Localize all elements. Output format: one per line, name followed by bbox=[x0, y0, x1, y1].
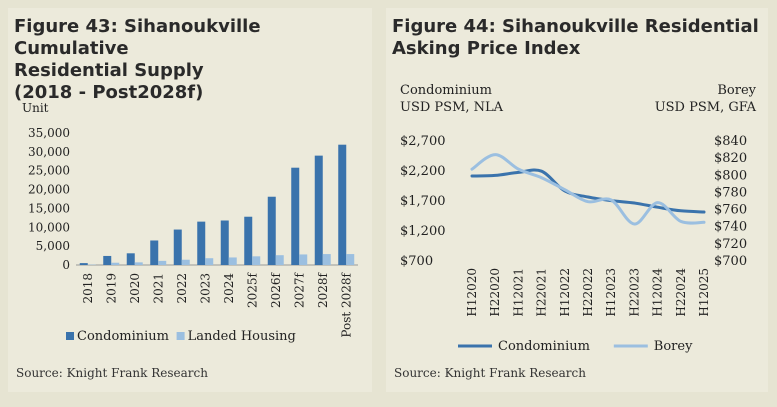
y-right-tick-label: $840 bbox=[714, 134, 747, 149]
bar-condominium bbox=[244, 216, 253, 265]
x-tick-label: H22021 bbox=[535, 268, 549, 317]
bar-condominium bbox=[314, 155, 323, 265]
legend-label: Condominium bbox=[77, 329, 169, 344]
x-tick-label: 2025f bbox=[245, 271, 259, 308]
bar-landed-housing bbox=[111, 262, 120, 265]
bar-condominium bbox=[126, 253, 135, 265]
y-tick-label: 35,000 bbox=[28, 126, 70, 140]
series-line-borey bbox=[470, 153, 706, 226]
bar-condominium bbox=[338, 144, 347, 265]
y-tick-label: 10,000 bbox=[28, 220, 70, 234]
price-chart-panel: Figure 44: Sihanoukville Residential Ask… bbox=[386, 8, 768, 392]
left-axis-unit: USD PSM, NLA bbox=[400, 100, 504, 115]
y-left-tick-label: $1,700 bbox=[400, 194, 446, 209]
y-tick-label: 20,000 bbox=[28, 183, 70, 197]
y-tick-label: 25,000 bbox=[28, 164, 70, 178]
y-left-tick-label: $1,200 bbox=[400, 224, 446, 239]
x-tick-label: 2028f bbox=[316, 271, 330, 308]
x-tick-label: H12022 bbox=[558, 268, 572, 317]
y-right-tick-label: $760 bbox=[714, 203, 747, 218]
bar-condominium bbox=[197, 221, 206, 265]
x-tick-label: H22020 bbox=[488, 268, 502, 317]
bar-condominium bbox=[291, 167, 300, 265]
supply-bar-chart: Unit 0 5,000 10,000 15,000 20,000 25,000 30,000… bbox=[22, 101, 358, 344]
chart-title: Figure 43: Sihanoukville Cumulative Resi… bbox=[14, 16, 372, 104]
y-left-tick-label: $700 bbox=[400, 254, 433, 269]
bar-condominium bbox=[103, 255, 112, 265]
legend-label: Condominium bbox=[498, 339, 590, 354]
legend-swatch bbox=[176, 332, 185, 340]
supply-chart-panel: Figure 43: Sihanoukville Cumulative Resi… bbox=[8, 8, 372, 392]
left-axis-label: Condominium bbox=[400, 83, 492, 98]
x-tick-label: H12025 bbox=[697, 268, 711, 317]
y-tick-label: 5,000 bbox=[36, 239, 70, 253]
x-tick-label: Post 2028f bbox=[339, 271, 353, 337]
bar-condominium bbox=[267, 196, 276, 265]
bar-landed-housing bbox=[299, 254, 308, 265]
x-tick-label: H12021 bbox=[511, 268, 525, 317]
title-line: Figure 43: Sihanoukville Cumulative bbox=[14, 16, 261, 59]
source-note: Source: Knight Frank Research bbox=[394, 366, 586, 380]
legend-label: Landed Housing bbox=[188, 329, 296, 344]
legend-label: Borey bbox=[654, 339, 693, 354]
bar-condominium bbox=[220, 220, 229, 265]
x-tick-label: 2022 bbox=[175, 273, 189, 304]
title-line: Asking Price Index bbox=[392, 38, 581, 59]
y-tick-label: 15,000 bbox=[28, 201, 70, 215]
source-note: Source: Knight Frank Research bbox=[16, 366, 208, 380]
x-tick-label: H22023 bbox=[627, 268, 641, 317]
bar-condominium bbox=[79, 263, 88, 265]
bar-landed-housing bbox=[134, 262, 143, 265]
y-right-tick-label: $820 bbox=[714, 151, 747, 166]
y-left-tick-label: $2,700 bbox=[400, 134, 446, 149]
right-axis-unit: USD PSM, GFA bbox=[655, 100, 757, 115]
title-line: Residential Supply bbox=[14, 60, 204, 81]
x-tick-label: H12023 bbox=[604, 268, 618, 317]
bar-landed-housing bbox=[181, 259, 190, 265]
bar-landed-housing bbox=[252, 256, 261, 265]
bar-condominium bbox=[150, 240, 159, 265]
bar-landed-housing bbox=[346, 254, 355, 265]
y-left-tick-label: $2,200 bbox=[400, 164, 446, 179]
x-tick-label: H22022 bbox=[581, 268, 595, 317]
x-tick-label: 2026f bbox=[269, 271, 283, 308]
x-tick-label: 2027f bbox=[292, 271, 306, 308]
y-right-tick-label: $780 bbox=[714, 185, 747, 200]
bar-landed-housing bbox=[205, 258, 214, 265]
y-right-tick-label: $740 bbox=[714, 220, 747, 235]
y-axis-label: Unit bbox=[22, 101, 49, 115]
chart-title: Figure 44: Sihanoukville Residential Ask… bbox=[392, 16, 759, 60]
x-tick-label: 2021 bbox=[151, 273, 165, 304]
bar-condominium bbox=[173, 229, 182, 265]
bar-landed-housing bbox=[158, 260, 167, 265]
series-line-condominium bbox=[470, 168, 706, 214]
bar-landed-housing bbox=[322, 254, 331, 265]
right-axis-label: Borey bbox=[717, 83, 756, 98]
x-tick-label: 2024 bbox=[222, 273, 236, 304]
x-tick-label: 2019 bbox=[104, 273, 118, 304]
x-tick-label: H12024 bbox=[651, 268, 665, 317]
y-tick-label: 0 bbox=[62, 258, 70, 272]
y-right-tick-label: $720 bbox=[714, 237, 747, 252]
bar-landed-housing bbox=[228, 257, 237, 265]
x-tick-label: H12020 bbox=[465, 268, 479, 317]
y-right-tick-label: $700 bbox=[714, 254, 747, 269]
x-tick-label: 2020 bbox=[128, 273, 142, 304]
x-tick-label: 2018 bbox=[81, 273, 95, 304]
y-right-tick-label: $800 bbox=[714, 168, 747, 183]
y-tick-label: 30,000 bbox=[28, 145, 70, 159]
x-tick-label: H22024 bbox=[674, 268, 688, 317]
bar-landed-housing bbox=[275, 255, 284, 265]
title-line: (2018 - Post2028f) bbox=[14, 82, 204, 103]
title-line: Figure 44: Sihanoukville Residential bbox=[392, 16, 759, 37]
x-tick-label: 2023 bbox=[198, 273, 212, 304]
legend-swatch bbox=[66, 332, 74, 340]
price-line-chart: Condominium USD PSM, NLA Borey USD PSM, GFA… bbox=[400, 83, 757, 354]
